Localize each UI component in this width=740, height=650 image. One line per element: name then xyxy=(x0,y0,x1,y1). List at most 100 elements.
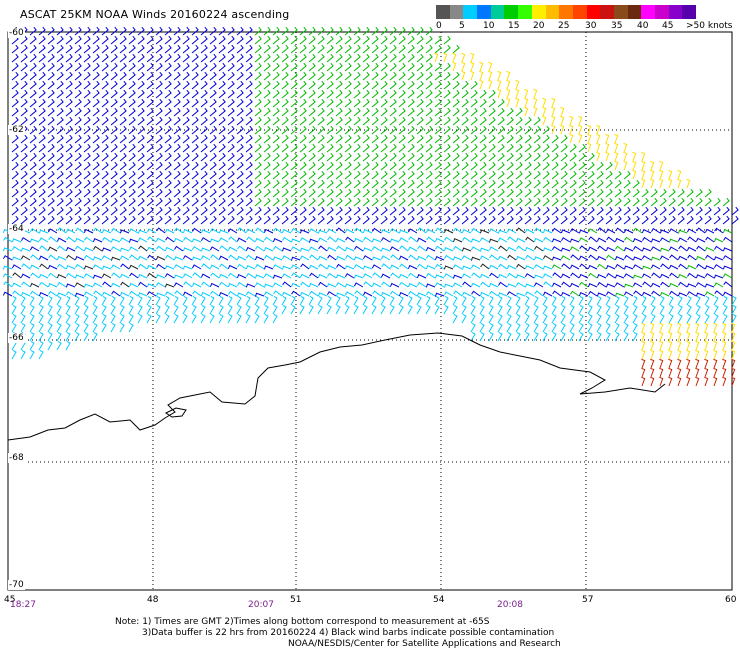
wind-barb xyxy=(641,160,646,171)
wind-barb xyxy=(713,376,718,387)
wind-barb xyxy=(371,35,379,45)
wind-barb xyxy=(74,197,82,207)
wind-barb xyxy=(515,152,523,162)
wind-barb xyxy=(29,116,37,126)
wind-barb xyxy=(92,322,98,333)
wind-barb xyxy=(623,283,634,288)
wind-barb xyxy=(11,246,22,252)
wind-barb xyxy=(290,206,298,216)
wind-barb xyxy=(335,304,341,315)
wind-barb xyxy=(524,161,532,171)
wind-barb xyxy=(218,125,226,135)
wind-barb xyxy=(560,179,568,189)
wind-barb xyxy=(435,227,445,234)
wind-barb xyxy=(290,143,298,153)
wind-barb xyxy=(335,26,343,36)
wind-barb xyxy=(335,237,346,243)
wind-barb xyxy=(542,304,548,315)
wind-barb xyxy=(191,98,199,108)
wind-barb xyxy=(173,98,181,108)
wind-barb xyxy=(686,376,691,387)
wind-barb xyxy=(128,170,136,180)
wind-barb xyxy=(56,35,64,45)
wind-barb xyxy=(353,295,359,306)
wind-barb xyxy=(38,98,46,108)
wind-barb xyxy=(308,197,316,207)
wind-barb xyxy=(227,107,235,117)
wind-barb xyxy=(362,89,370,99)
wind-barb xyxy=(182,179,190,189)
wind-barb xyxy=(398,206,406,216)
wind-barb xyxy=(173,35,181,45)
wind-barb xyxy=(354,245,364,252)
wind-barb xyxy=(191,152,199,162)
wind-barb xyxy=(470,206,478,216)
wind-barb xyxy=(515,292,526,297)
wind-barb xyxy=(326,44,334,54)
wind-barb xyxy=(146,215,154,225)
wind-barb xyxy=(47,134,55,144)
wind-barb xyxy=(587,313,593,324)
wind-barb xyxy=(533,179,541,189)
wind-barb xyxy=(38,255,49,261)
wind-barb xyxy=(434,282,445,288)
wind-barb xyxy=(452,134,460,144)
wind-barb xyxy=(470,70,475,81)
wind-barb xyxy=(128,282,139,288)
wind-barb xyxy=(39,245,49,252)
wind-barb xyxy=(110,179,118,189)
wind-barb xyxy=(398,134,406,144)
wind-barb xyxy=(659,367,664,378)
wind-barb xyxy=(254,98,262,108)
wind-barb xyxy=(488,152,496,162)
wind-barb xyxy=(3,236,13,243)
wind-barb xyxy=(83,304,89,315)
wind-barb xyxy=(155,188,163,198)
wind-barb xyxy=(605,313,611,324)
wind-barb xyxy=(362,71,370,81)
wind-barb xyxy=(614,206,622,216)
wind-barb xyxy=(434,188,442,198)
lon-label-48: 48 xyxy=(147,595,159,605)
wind-barb xyxy=(227,188,235,198)
wind-barb xyxy=(425,161,433,171)
wind-barb xyxy=(83,265,94,270)
wind-barb xyxy=(560,313,566,324)
wind-barb xyxy=(101,161,109,171)
wind-barb xyxy=(722,376,727,387)
wind-barb xyxy=(119,152,127,162)
wind-barb xyxy=(677,340,682,351)
wind-barb xyxy=(470,98,478,108)
wind-barb xyxy=(29,215,37,225)
wind-barb xyxy=(164,246,175,252)
wind-barb xyxy=(191,143,199,153)
wind-barb xyxy=(308,228,319,234)
wind-barb xyxy=(704,331,709,342)
wind-barb xyxy=(56,206,64,216)
wind-barb xyxy=(587,304,593,315)
wind-barb xyxy=(614,304,620,315)
wind-barb xyxy=(506,291,517,297)
wind-barb xyxy=(471,227,481,234)
wind-barb xyxy=(182,228,193,234)
wind-barb xyxy=(11,295,17,306)
wind-barb xyxy=(425,197,433,207)
legend-label: 15 xyxy=(508,21,520,31)
wind-barb xyxy=(713,358,718,369)
wind-barb xyxy=(551,179,559,189)
wind-barb xyxy=(353,125,361,135)
wind-barb xyxy=(182,170,190,180)
wind-barb xyxy=(714,227,724,234)
wind-barb xyxy=(282,281,292,288)
wind-barb xyxy=(272,89,280,99)
wind-barb xyxy=(686,246,697,252)
wind-barb xyxy=(29,197,37,207)
wind-barb xyxy=(731,358,736,369)
wind-barb xyxy=(335,170,343,180)
wind-barb xyxy=(48,272,58,279)
wind-barb xyxy=(551,264,562,270)
wind-barb xyxy=(596,188,604,198)
wind-barb xyxy=(497,273,508,279)
wind-barb xyxy=(578,331,584,342)
wind-barb xyxy=(128,246,139,252)
